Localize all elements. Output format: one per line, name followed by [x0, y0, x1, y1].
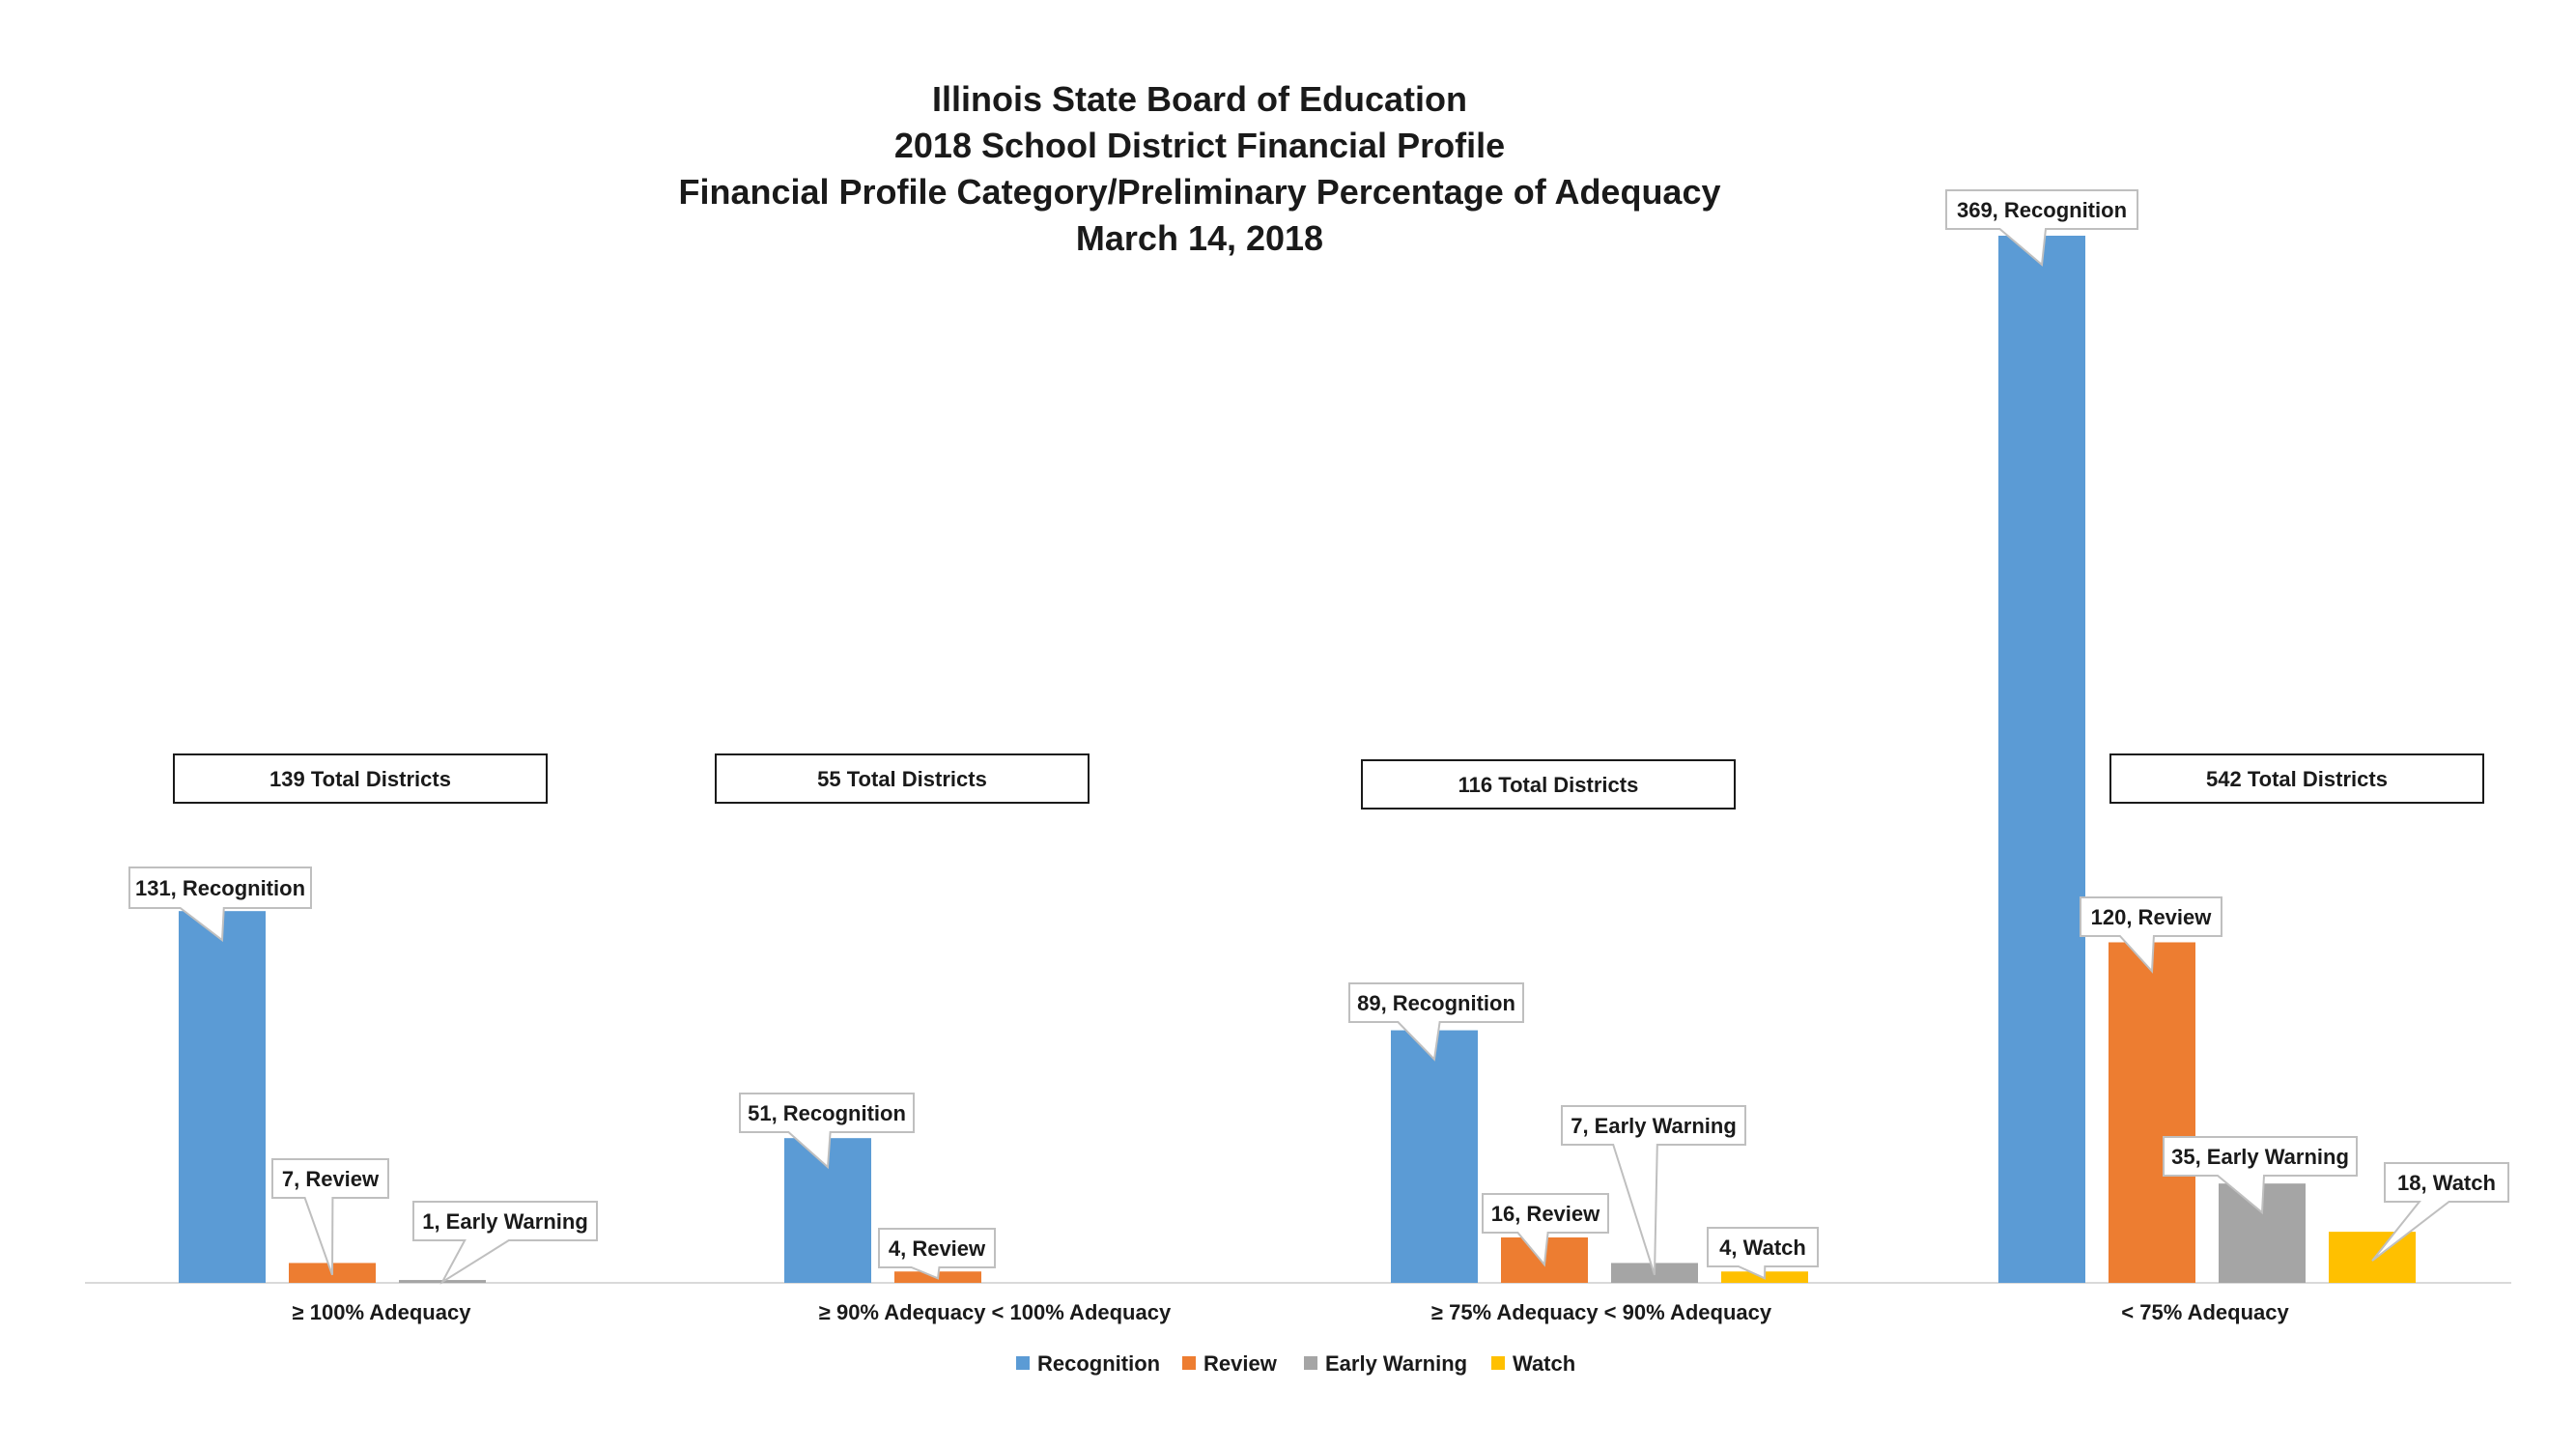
legend-swatch: [1016, 1356, 1030, 1370]
data-label: 89, Recognition: [1357, 991, 1515, 1015]
legend-label: Early Warning: [1325, 1351, 1467, 1376]
data-label-callout: [1707, 1227, 1819, 1280]
data-label: 35, Early Warning: [2171, 1145, 2349, 1169]
data-label-callout: [878, 1228, 996, 1280]
data-label: 16, Review: [1491, 1202, 1600, 1226]
data-label: 4, Review: [889, 1236, 986, 1261]
bar: [1998, 236, 2085, 1283]
total-boxes: 139 Total Districts 55 Total Districts 116…: [173, 753, 2484, 810]
total-box: [715, 753, 1090, 804]
legend-label: Review: [1203, 1351, 1278, 1376]
total-districts-label: 116 Total Districts: [1458, 773, 1639, 797]
data-label-callout: [739, 1093, 915, 1170]
total-districts-label: 55 Total Districts: [817, 767, 987, 791]
total-box: [1361, 759, 1736, 810]
bar: [2109, 942, 2195, 1283]
bar: [179, 911, 266, 1283]
chart-title-line-4: March 14, 2018: [1076, 218, 1323, 258]
data-label: 131, Recognition: [135, 876, 305, 900]
data-label-callout: [2163, 1136, 2358, 1215]
total-districts-label: 542 Total Districts: [2206, 767, 2388, 791]
data-label: 120, Review: [2091, 905, 2213, 929]
data-label-callout: [271, 1158, 389, 1276]
chart-title-line-3: Financial Profile Category/Preliminary P…: [678, 172, 1720, 212]
data-label-callout: [1482, 1193, 1609, 1267]
bar: [1391, 1030, 1478, 1283]
legend-swatch: [1304, 1356, 1317, 1370]
chart-title: Illinois State Board of Education 2018 S…: [678, 79, 1720, 258]
x-tick-label: ≥ 90% Adequacy < 100% Adequacy: [819, 1300, 1172, 1324]
data-label: 1, Early Warning: [422, 1209, 588, 1234]
x-tick-label: ≥ 100% Adequacy: [293, 1300, 472, 1324]
data-label-callout: [1945, 189, 2138, 267]
data-label: 369, Recognition: [1957, 198, 2127, 222]
legend-label: Recognition: [1037, 1351, 1160, 1376]
data-label: 4, Watch: [1719, 1236, 1806, 1260]
data-label-callout: [2080, 896, 2222, 974]
bar: [2329, 1232, 2416, 1283]
data-label-callout: [2371, 1162, 2509, 1262]
data-labels: 131, Recognition 7, Review 1, Early Warnin…: [128, 189, 2509, 1285]
legend-label: Watch: [1513, 1351, 1575, 1376]
data-label: 18, Watch: [2397, 1171, 2496, 1195]
total-box: [173, 753, 548, 804]
x-tick-label: < 75% Adequacy: [2121, 1300, 2289, 1324]
data-label: 51, Recognition: [748, 1101, 906, 1125]
chart-title-line-2: 2018 School District Financial Profile: [894, 126, 1505, 165]
data-label: 7, Early Warning: [1571, 1114, 1737, 1138]
data-label-callout: [1561, 1105, 1746, 1276]
x-axis-labels: ≥ 100% Adequacy ≥ 90% Adequacy < 100% Ade…: [293, 1300, 2290, 1324]
data-label: 7, Review: [282, 1167, 380, 1191]
chart-title-line-1: Illinois State Board of Education: [932, 79, 1467, 119]
total-box: [2109, 753, 2484, 804]
legend-swatch: [1491, 1356, 1505, 1370]
data-label-callout: [1348, 982, 1524, 1062]
data-label-callout: [128, 867, 312, 943]
legend: Recognition Review Early Warning Watch: [1016, 1351, 1575, 1376]
data-label-callout: [412, 1201, 598, 1285]
x-tick-label: ≥ 75% Adequacy < 90% Adequacy: [1431, 1300, 1772, 1324]
legend-swatch: [1182, 1356, 1196, 1370]
total-districts-label: 139 Total Districts: [269, 767, 451, 791]
